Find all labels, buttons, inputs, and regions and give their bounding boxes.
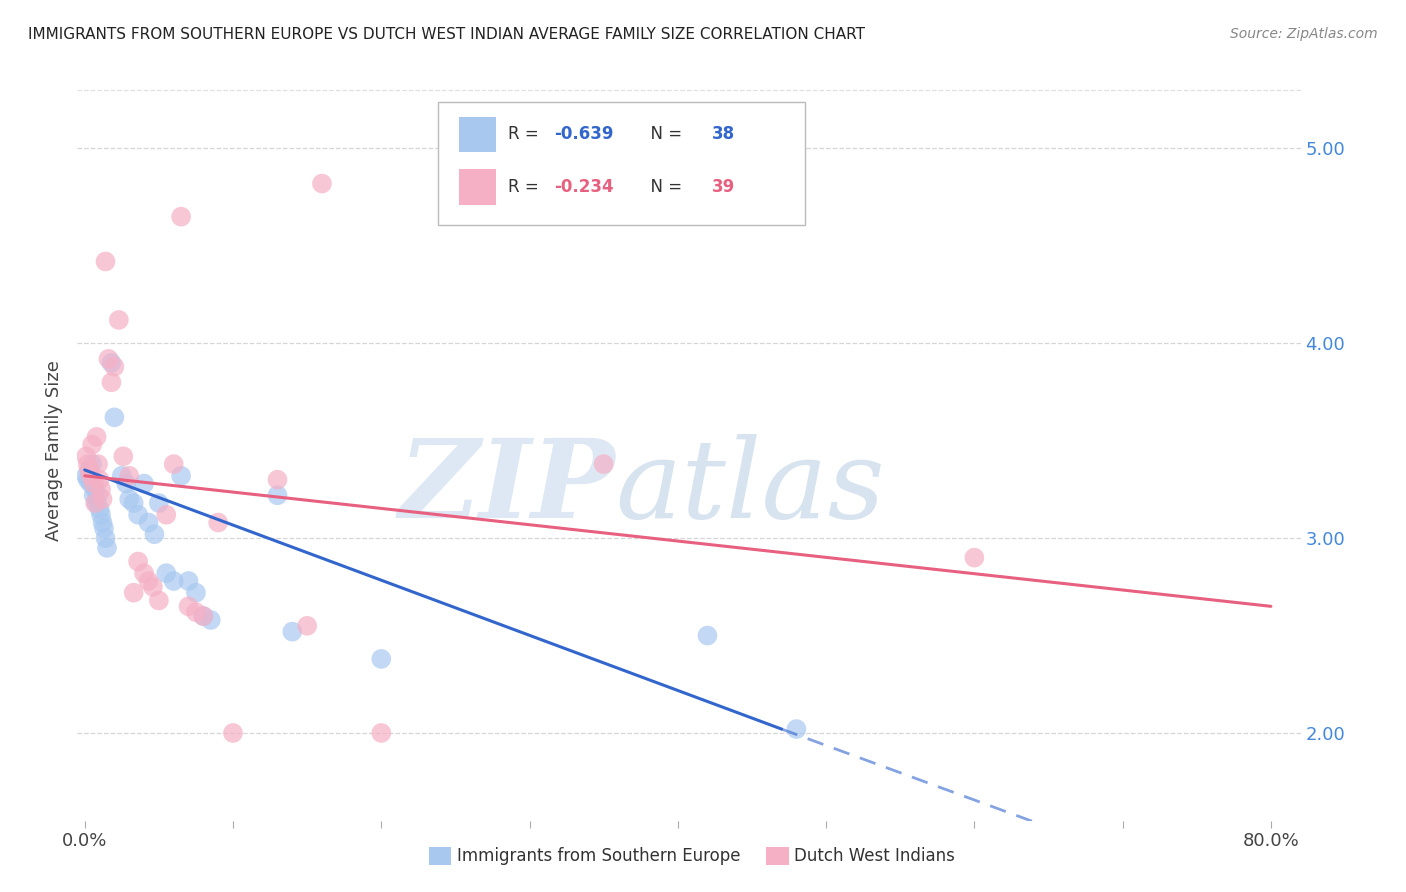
Point [89, 502, 111, 516]
Point [163, 457, 186, 471]
Point [79, 468, 101, 483]
Point [100, 356, 122, 370]
Point [77, 463, 100, 477]
Point [592, 457, 614, 471]
Point [86, 430, 108, 444]
Point [97, 351, 120, 366]
Point [118, 468, 141, 483]
Point [193, 609, 215, 624]
Point [86, 496, 108, 510]
Point [370, 726, 392, 740]
Point [266, 488, 288, 502]
Point [200, 613, 222, 627]
Point [82, 457, 104, 471]
Point [122, 585, 145, 599]
Point [193, 609, 215, 624]
Point [93, 521, 115, 535]
FancyBboxPatch shape [439, 103, 806, 225]
Point [207, 516, 229, 530]
Y-axis label: Average Family Size: Average Family Size [45, 360, 63, 541]
Point [281, 624, 304, 639]
Text: R =: R = [508, 178, 544, 196]
Text: -0.234: -0.234 [554, 178, 614, 196]
Point [96, 541, 118, 555]
Text: IMMIGRANTS FROM SOUTHERN EUROPE VS DUTCH WEST INDIAN AVERAGE FAMILY SIZE CORRELA: IMMIGRANTS FROM SOUTHERN EUROPE VS DUTCH… [28, 27, 865, 42]
Point [184, 605, 207, 619]
Point [87, 457, 110, 471]
Point [79, 476, 101, 491]
Point [148, 496, 170, 510]
Text: ZIP: ZIP [399, 434, 616, 541]
Text: 38: 38 [713, 126, 735, 144]
Text: atlas: atlas [616, 434, 886, 541]
Point [143, 527, 166, 541]
Text: Immigrants from Southern Europe: Immigrants from Southern Europe [457, 847, 741, 865]
Point [127, 554, 149, 569]
Point [155, 508, 177, 522]
Point [100, 376, 122, 390]
Text: Source: ZipAtlas.com: Source: ZipAtlas.com [1230, 27, 1378, 41]
Point [115, 476, 138, 491]
Point [785, 722, 807, 736]
Text: Dutch West Indians: Dutch West Indians [794, 847, 955, 865]
Point [75, 468, 97, 483]
Point [91, 492, 114, 507]
Point [132, 566, 155, 581]
Point [75, 450, 97, 464]
Point [103, 410, 125, 425]
Point [84, 496, 107, 510]
Point [138, 516, 160, 530]
Point [94, 254, 117, 268]
Point [370, 652, 392, 666]
Point [103, 359, 125, 374]
Point [84, 483, 107, 497]
Point [163, 574, 186, 588]
Text: -0.639: -0.639 [554, 126, 614, 144]
Point [112, 450, 135, 464]
Point [94, 531, 117, 545]
Point [108, 313, 131, 327]
Point [184, 585, 207, 599]
Point [311, 177, 333, 191]
Point [87, 488, 110, 502]
Point [696, 629, 718, 643]
FancyBboxPatch shape [458, 169, 496, 204]
Point [138, 574, 160, 588]
Point [177, 574, 200, 588]
Text: R =: R = [508, 126, 544, 144]
Point [91, 516, 114, 530]
Point [83, 488, 105, 502]
Point [142, 580, 165, 594]
Point [118, 492, 141, 507]
Point [266, 473, 288, 487]
Point [148, 593, 170, 607]
Point [77, 463, 100, 477]
Text: N =: N = [640, 178, 688, 196]
Point [127, 508, 149, 522]
Point [222, 726, 245, 740]
Point [83, 476, 105, 491]
Point [89, 473, 111, 487]
Point [76, 457, 98, 471]
Point [170, 210, 193, 224]
Point [76, 473, 98, 487]
FancyBboxPatch shape [458, 117, 496, 153]
Point [111, 468, 134, 483]
Point [295, 619, 318, 633]
Point [122, 496, 145, 510]
Point [177, 599, 200, 614]
Point [132, 476, 155, 491]
Point [170, 468, 193, 483]
Point [90, 483, 112, 497]
Point [155, 566, 177, 581]
Text: 39: 39 [713, 178, 735, 196]
Text: N =: N = [640, 126, 688, 144]
Point [90, 508, 112, 522]
Point [963, 550, 986, 565]
Point [82, 437, 104, 451]
